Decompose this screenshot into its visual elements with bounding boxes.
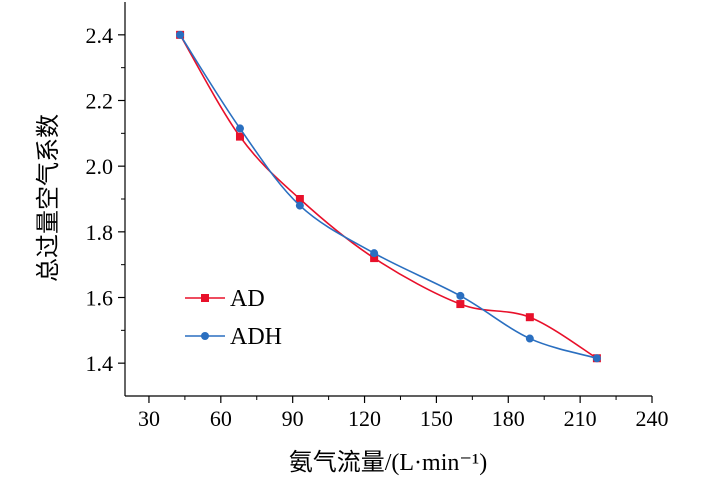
data-point-ad (525, 313, 534, 322)
x-axis-ticks: 30 60 90 120 150 180 210 240 (138, 396, 669, 431)
legend-swatch-marker (201, 294, 209, 302)
data-point-adh (176, 30, 185, 39)
legend-swatch-marker (201, 332, 209, 340)
y-axis-title: 总过量空气系数 (35, 114, 62, 282)
y-tick-label: 2.4 (86, 23, 114, 48)
legend-item-ad: AD (185, 286, 265, 312)
series-adh (176, 30, 601, 363)
data-point-adh (295, 201, 304, 210)
x-tick-label: 150 (420, 406, 453, 431)
data-point-ad (456, 300, 465, 309)
y-tick-label: 1.8 (86, 220, 114, 245)
y-tick-label: 2.0 (86, 154, 114, 179)
legend-label: AD (230, 286, 265, 312)
x-tick-label: 240 (636, 406, 669, 431)
x-tick-label: 120 (348, 406, 381, 431)
x-tick-label: 30 (138, 406, 160, 431)
y-tick-label: 2.2 (86, 89, 114, 114)
data-point-adh (235, 124, 244, 133)
data-point-ad (370, 254, 379, 263)
data-point-adh (370, 249, 379, 258)
x-tick-label: 210 (564, 406, 597, 431)
series-group (176, 30, 601, 363)
data-point-adh (456, 291, 465, 300)
legend-label: ADH (230, 324, 282, 350)
x-tick-label: 90 (282, 406, 304, 431)
data-point-ad (235, 132, 244, 141)
x-tick-label: 60 (210, 406, 232, 431)
x-axis-title: 氨气流量/(L·min⁻¹) (289, 449, 488, 476)
legend: AD ADH (185, 286, 282, 350)
data-point-adh (592, 354, 601, 363)
y-axis-ticks: 1.4 1.6 1.8 2.0 2.2 2.4 (86, 23, 125, 376)
data-point-adh (525, 334, 534, 343)
series-ad (176, 30, 601, 363)
data-point-ad (295, 195, 304, 203)
y-tick-label: 1.6 (86, 286, 114, 311)
y-tick-label: 1.4 (86, 351, 114, 376)
legend-item-adh: ADH (185, 324, 282, 350)
x-tick-label: 180 (492, 406, 525, 431)
